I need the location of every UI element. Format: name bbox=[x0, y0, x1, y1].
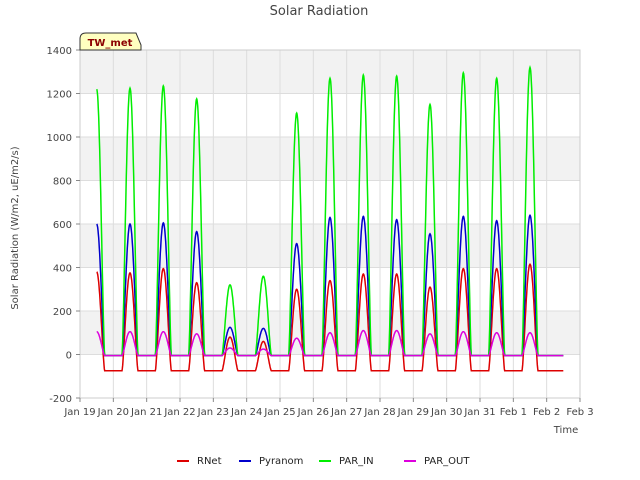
plot-band bbox=[80, 137, 580, 181]
legend-label: Pyranom bbox=[259, 456, 303, 467]
y-tick-label: -200 bbox=[49, 394, 72, 405]
x-tick-label: Jan 29 bbox=[397, 407, 429, 418]
y-tick-label: 800 bbox=[53, 177, 72, 188]
x-tick-label: Feb 1 bbox=[500, 407, 527, 418]
x-tick-label: Jan 19 bbox=[63, 407, 95, 418]
plot-band bbox=[80, 50, 580, 94]
y-tick-label: 200 bbox=[53, 307, 72, 318]
legend-item-pyranom: Pyranom bbox=[239, 456, 303, 467]
chart-title: Solar Radiation bbox=[270, 4, 369, 19]
y-tick-label: 400 bbox=[53, 264, 72, 275]
legend-item-rnet: RNet bbox=[177, 456, 222, 467]
x-tick-label: Feb 3 bbox=[566, 407, 593, 418]
series-group bbox=[96, 65, 564, 372]
station-badge-label: TW_met bbox=[88, 38, 133, 49]
x-tick-label: Jan 20 bbox=[97, 407, 129, 418]
x-axis-title: Time bbox=[553, 425, 578, 436]
x-tick-label: Jan 21 bbox=[130, 407, 162, 418]
legend-item-par-out: PAR_OUT bbox=[404, 456, 470, 467]
x-tick-label: Jan 26 bbox=[297, 407, 329, 418]
x-tick-label: Jan 24 bbox=[230, 407, 262, 418]
y-axis-title: Solar Radiation (W/m2, uE/m2/s) bbox=[10, 146, 21, 309]
x-tick-label: Feb 2 bbox=[533, 407, 560, 418]
x-tick-label: Jan 31 bbox=[463, 407, 495, 418]
x-tick-label: Jan 27 bbox=[330, 407, 362, 418]
x-tick-label: Jan 30 bbox=[430, 407, 462, 418]
x-tick-label: Jan 25 bbox=[263, 407, 295, 418]
x-tick-label: Jan 22 bbox=[163, 407, 195, 418]
legend: RNet Pyranom PAR_IN PAR_OUT bbox=[177, 456, 470, 467]
plot-band bbox=[80, 224, 580, 268]
y-tick-labels: -200 0 200 400 600 800 1000 1200 1400 bbox=[47, 46, 80, 405]
station-badge: TW_met bbox=[79, 32, 142, 51]
y-tick-label: 600 bbox=[53, 220, 72, 231]
y-tick-label: 1400 bbox=[47, 46, 72, 57]
x-tick-label: Jan 23 bbox=[197, 407, 229, 418]
legend-label: PAR_IN bbox=[339, 456, 374, 467]
y-tick-label: 0 bbox=[66, 351, 72, 362]
legend-label: PAR_OUT bbox=[424, 456, 470, 467]
x-tick-label: Jan 28 bbox=[363, 407, 395, 418]
series-line-par-out bbox=[96, 329, 564, 357]
y-tick-label: 1000 bbox=[47, 133, 72, 144]
legend-label: RNet bbox=[197, 456, 222, 467]
station-badge-box bbox=[79, 32, 142, 51]
legend-item-par-in: PAR_IN bbox=[319, 456, 374, 467]
x-tick-labels: Jan 19 Jan 20 Jan 21 Jan 22 Jan 23 Jan 24 Jan … bbox=[63, 398, 594, 418]
series-line-rnet bbox=[96, 262, 564, 372]
y-tick-label: 1200 bbox=[47, 90, 72, 101]
